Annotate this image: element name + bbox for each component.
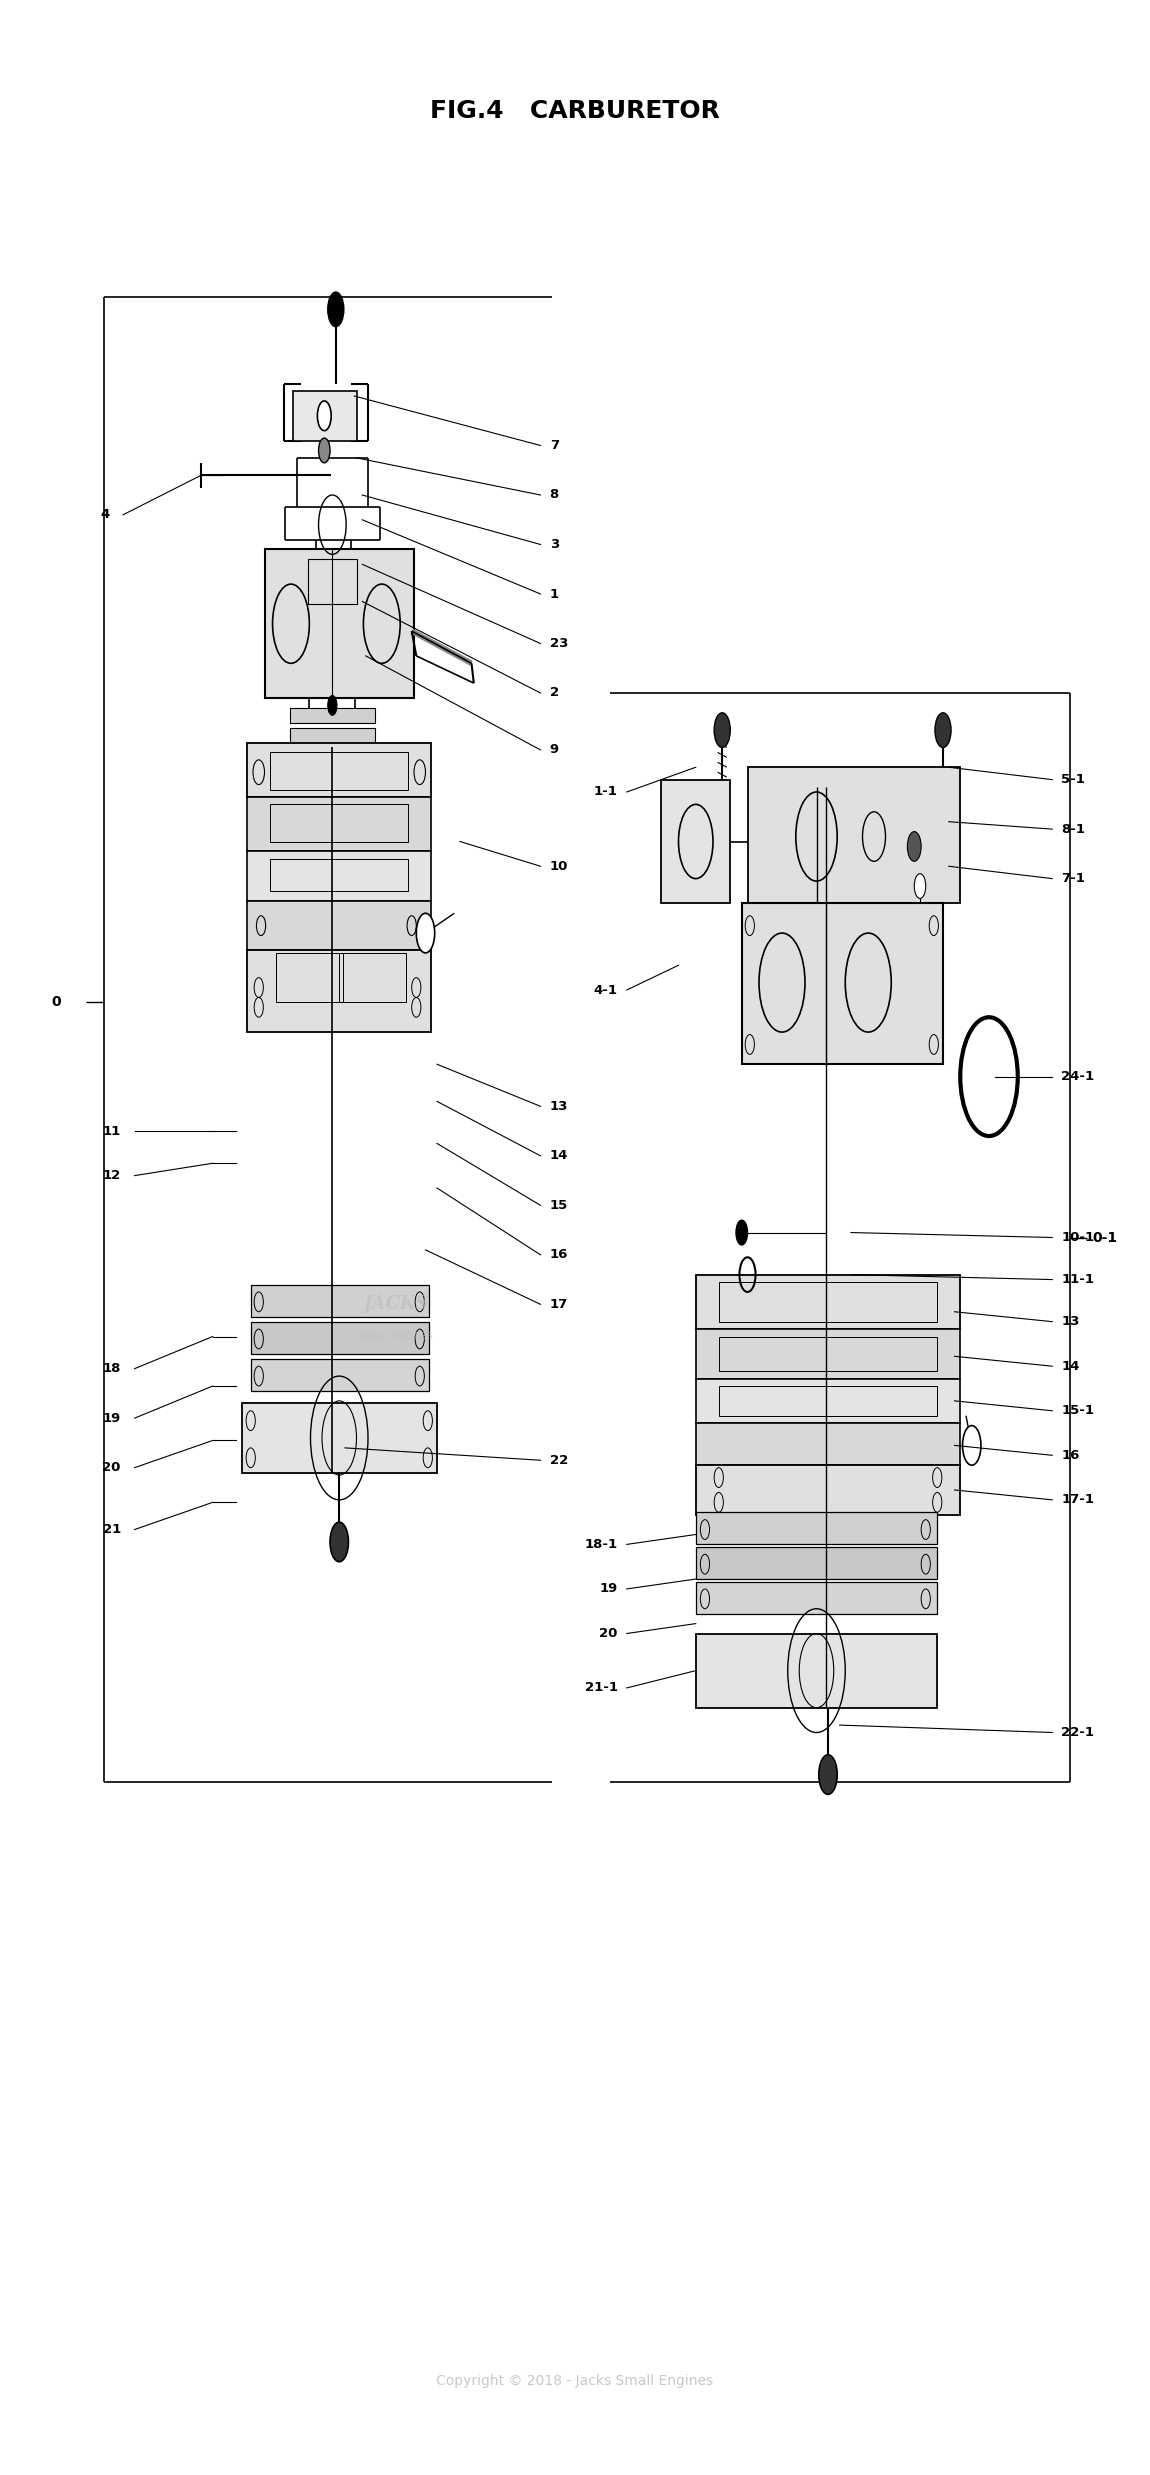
Text: 15-1: 15-1 — [1061, 1403, 1095, 1418]
Text: 3: 3 — [550, 537, 559, 552]
FancyBboxPatch shape — [293, 391, 356, 441]
FancyBboxPatch shape — [748, 767, 960, 903]
Text: 21: 21 — [102, 1522, 121, 1537]
FancyBboxPatch shape — [661, 780, 730, 903]
Text: 1-1: 1-1 — [593, 785, 618, 799]
Text: 19: 19 — [599, 1582, 618, 1596]
Circle shape — [819, 1755, 837, 1794]
Text: 14: 14 — [1061, 1359, 1080, 1374]
Circle shape — [963, 1426, 981, 1465]
FancyBboxPatch shape — [247, 797, 431, 851]
FancyBboxPatch shape — [696, 1275, 960, 1329]
Circle shape — [914, 874, 926, 898]
Text: SMALL ENGINES: SMALL ENGINES — [360, 1332, 434, 1341]
Text: 11: 11 — [102, 1124, 121, 1138]
Circle shape — [328, 292, 344, 327]
FancyBboxPatch shape — [696, 1547, 937, 1579]
FancyBboxPatch shape — [247, 901, 431, 950]
Circle shape — [328, 695, 337, 715]
Text: 1: 1 — [550, 587, 559, 601]
Circle shape — [319, 438, 330, 463]
Text: 7: 7 — [550, 438, 559, 453]
Text: 18-1: 18-1 — [584, 1537, 618, 1552]
Text: Copyright © 2018 - Jacks Small Engines: Copyright © 2018 - Jacks Small Engines — [437, 2374, 713, 2388]
Text: 8: 8 — [550, 488, 559, 502]
Text: 10-1: 10-1 — [1061, 1230, 1095, 1245]
Text: 0: 0 — [52, 995, 61, 1010]
Circle shape — [416, 913, 435, 953]
Text: 12: 12 — [102, 1168, 121, 1183]
Text: 13: 13 — [550, 1099, 568, 1114]
Text: 5-1: 5-1 — [1061, 772, 1086, 787]
Text: 20: 20 — [102, 1460, 121, 1475]
Circle shape — [714, 713, 730, 747]
Circle shape — [330, 1522, 348, 1562]
Circle shape — [907, 832, 921, 861]
Circle shape — [935, 713, 951, 747]
Text: 20: 20 — [599, 1626, 618, 1641]
Text: 24-1: 24-1 — [1061, 1069, 1095, 1084]
Text: 11-1: 11-1 — [1061, 1272, 1095, 1287]
FancyBboxPatch shape — [242, 1403, 437, 1473]
Text: 0-1: 0-1 — [1092, 1230, 1118, 1245]
Text: 16: 16 — [550, 1247, 568, 1262]
FancyBboxPatch shape — [264, 549, 414, 698]
FancyBboxPatch shape — [247, 851, 431, 901]
FancyBboxPatch shape — [290, 708, 375, 723]
Text: 22-1: 22-1 — [1061, 1725, 1095, 1740]
Text: 2: 2 — [550, 686, 559, 700]
FancyBboxPatch shape — [251, 1359, 429, 1391]
FancyBboxPatch shape — [247, 950, 431, 1032]
Text: 4: 4 — [100, 507, 109, 522]
FancyBboxPatch shape — [251, 1285, 429, 1317]
Text: 22: 22 — [550, 1453, 568, 1468]
FancyBboxPatch shape — [696, 1634, 937, 1708]
Text: 7-1: 7-1 — [1061, 871, 1086, 886]
Circle shape — [736, 1220, 748, 1245]
Text: 9: 9 — [550, 742, 559, 757]
Text: FIG.4   CARBURETOR: FIG.4 CARBURETOR — [430, 99, 720, 124]
FancyBboxPatch shape — [290, 728, 375, 742]
Text: 17: 17 — [550, 1297, 568, 1312]
Circle shape — [317, 401, 331, 431]
Text: JACKS: JACKS — [365, 1294, 429, 1314]
Text: 14: 14 — [550, 1148, 568, 1163]
Text: 15: 15 — [550, 1198, 568, 1213]
Text: 13: 13 — [1061, 1314, 1080, 1329]
Text: 16: 16 — [1061, 1448, 1080, 1463]
Text: 4-1: 4-1 — [593, 983, 618, 997]
Text: ψ: ψ — [367, 1289, 381, 1309]
Text: ©: © — [417, 1299, 429, 1309]
FancyBboxPatch shape — [696, 1465, 960, 1515]
FancyBboxPatch shape — [247, 742, 431, 797]
FancyBboxPatch shape — [696, 1512, 937, 1544]
Text: 18: 18 — [102, 1361, 121, 1376]
Text: 10: 10 — [550, 859, 568, 874]
FancyBboxPatch shape — [696, 1379, 960, 1423]
FancyBboxPatch shape — [696, 1329, 960, 1379]
FancyBboxPatch shape — [742, 903, 943, 1064]
FancyBboxPatch shape — [696, 1423, 960, 1465]
Text: 21-1: 21-1 — [584, 1681, 618, 1695]
FancyBboxPatch shape — [251, 1322, 429, 1354]
Text: 8-1: 8-1 — [1061, 822, 1086, 837]
FancyBboxPatch shape — [696, 1582, 937, 1614]
Text: 19: 19 — [102, 1411, 121, 1426]
Text: 17-1: 17-1 — [1061, 1492, 1095, 1507]
Text: 23: 23 — [550, 636, 568, 651]
